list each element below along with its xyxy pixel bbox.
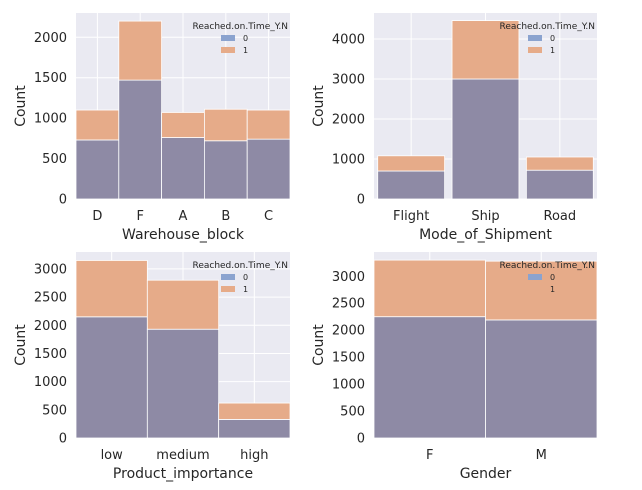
legend-swatch-0 — [221, 274, 235, 280]
legend-swatch-1 — [221, 47, 235, 53]
bar-M-series-0 — [485, 319, 598, 439]
legend: Reached.on.Time_Y.N 0 1 — [499, 22, 595, 55]
legend-label: 0 — [243, 273, 248, 282]
bar-F-series-0 — [373, 316, 486, 439]
bar-Flight-series-0 — [377, 170, 446, 200]
y-tick-label: 1500 — [34, 71, 67, 86]
legend-label: 1 — [550, 46, 555, 55]
y-tick-label: 0 — [59, 193, 67, 208]
x-tick-label: high — [240, 448, 268, 463]
bar-F-series-1 — [373, 259, 486, 318]
bar-F-series-0 — [118, 79, 163, 200]
chart-panel-3: 0 500 1000 1500 2000 2500 3000 low medium high Pro… — [13, 252, 291, 482]
bar-high-series-0 — [218, 418, 291, 439]
y-tick-label: 1000 — [332, 378, 365, 393]
bar-D-series-0 — [75, 139, 120, 200]
chart-panel-2: 0 1000 2000 3000 4000 Flight Ship Road Mode_of_S… — [311, 13, 597, 243]
y-tick-label: 2500 — [34, 291, 67, 306]
bar-Ship-series-0 — [451, 78, 520, 200]
y-tick-label: 1500 — [34, 347, 67, 362]
y-tick-label: 4000 — [332, 33, 365, 48]
y-axis-label: Count — [13, 85, 29, 127]
bar-Ship-series-1 — [451, 20, 520, 80]
x-tick-label: C — [264, 209, 273, 224]
legend-swatch-0 — [528, 35, 542, 41]
x-tick-label: B — [221, 209, 230, 224]
legend-swatch-1 — [528, 286, 542, 292]
y-tick-label: 3000 — [34, 262, 67, 277]
legend-label: 1 — [550, 285, 555, 294]
x-tick-label: Ship — [471, 209, 499, 224]
y-tick-label: 2000 — [332, 113, 365, 128]
y-tick-label: 2000 — [34, 319, 67, 334]
x-tick-label: low — [101, 448, 124, 463]
x-tick-label: Flight — [393, 209, 429, 224]
y-tick-label: 3000 — [332, 73, 365, 88]
chart-panel-4: 0 500 1000 1500 2000 2500 3000 F M Gender Count Rea… — [311, 252, 598, 482]
bar-low-series-1 — [75, 260, 148, 318]
bar-medium-series-0 — [146, 328, 220, 439]
bar-A-series-0 — [161, 137, 205, 200]
legend-title: Reached.on.Time_Y.N — [499, 22, 595, 32]
bar-C-series-0 — [246, 138, 291, 200]
x-tick-label: M — [536, 448, 547, 463]
legend-title: Reached.on.Time_Y.N — [192, 261, 288, 271]
bar-D-series-1 — [75, 109, 120, 141]
x-axis-label: Gender — [460, 466, 512, 482]
legend-swatch-0 — [221, 35, 235, 41]
legend-swatch-1 — [221, 286, 235, 292]
bar-high-series-1 — [218, 402, 291, 420]
bar-low-series-0 — [75, 316, 148, 439]
legend-swatch-1 — [528, 47, 542, 53]
legend-label: 0 — [243, 34, 248, 43]
legend-label: 1 — [243, 46, 248, 55]
bar-A-series-1 — [161, 112, 205, 138]
y-tick-label: 2000 — [34, 31, 67, 46]
y-tick-label: 1500 — [332, 351, 365, 366]
legend-label: 0 — [550, 34, 555, 43]
x-tick-label: A — [179, 209, 188, 224]
y-tick-label: 2000 — [332, 324, 365, 339]
x-tick-label: F — [136, 209, 143, 224]
bar-Road-series-0 — [525, 169, 594, 200]
x-axis-label: Warehouse_block — [122, 227, 245, 243]
bar-Flight-series-1 — [377, 155, 446, 172]
y-tick-label: 500 — [42, 152, 67, 167]
y-tick-label: 1000 — [34, 112, 67, 127]
legend: Reached.on.Time_Y.N 0 1 — [499, 261, 595, 294]
y-tick-label: 0 — [357, 432, 365, 447]
x-axis-label: Mode_of_Shipment — [419, 227, 552, 243]
legend-title: Reached.on.Time_Y.N — [192, 22, 288, 32]
bar-F-series-1 — [118, 20, 163, 81]
legend-swatch-0 — [528, 274, 542, 280]
legend-label: 0 — [550, 273, 555, 282]
y-tick-label: 0 — [59, 432, 67, 447]
y-tick-label: 500 — [340, 405, 365, 420]
y-tick-label: 1000 — [34, 375, 67, 390]
x-tick-label: F — [426, 448, 433, 463]
y-axis-label: Count — [13, 324, 29, 366]
x-tick-label: Road — [544, 209, 577, 224]
bar-B-series-1 — [203, 108, 248, 142]
bar-medium-series-1 — [146, 279, 220, 330]
x-tick-label: D — [92, 209, 102, 224]
y-tick-label: 0 — [357, 193, 365, 208]
chart-panel-1: 0 500 1000 1500 2000 D F A B C Warehouse_block Coun… — [13, 13, 291, 243]
bar-Road-series-1 — [525, 156, 594, 171]
legend: Reached.on.Time_Y.N 0 1 — [192, 261, 288, 294]
y-tick-label: 3000 — [332, 270, 365, 285]
y-tick-label: 500 — [42, 403, 67, 418]
y-axis-label: Count — [311, 324, 327, 366]
bar-C-series-1 — [246, 109, 291, 140]
legend: Reached.on.Time_Y.N 0 1 — [192, 22, 288, 55]
x-axis-label: Product_importance — [113, 466, 253, 482]
x-tick-label: medium — [156, 448, 209, 463]
y-tick-label: 1000 — [332, 153, 365, 168]
legend-label: 1 — [243, 285, 248, 294]
y-tick-label: 2500 — [332, 297, 365, 312]
legend-title: Reached.on.Time_Y.N — [499, 261, 595, 271]
y-axis-label: Count — [311, 85, 327, 127]
bar-B-series-0 — [203, 140, 248, 200]
